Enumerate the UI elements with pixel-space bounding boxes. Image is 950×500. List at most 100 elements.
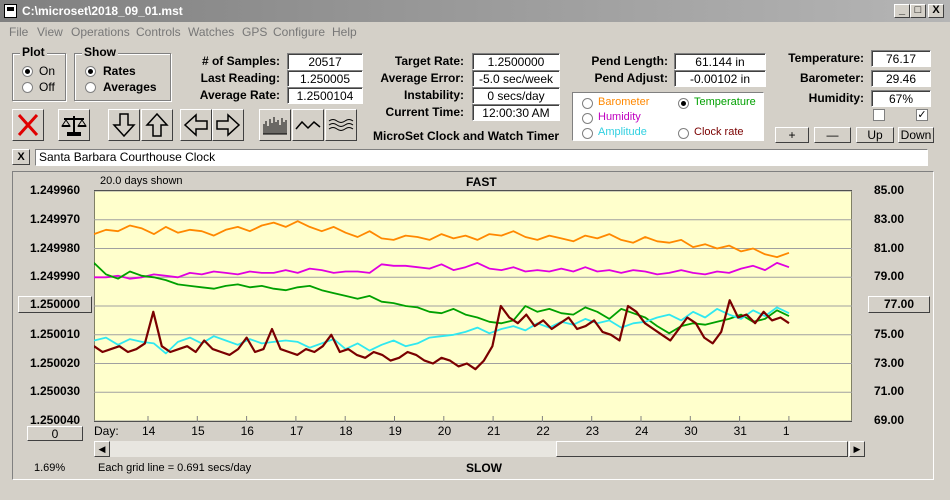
- right-scale-button[interactable]: 77.00: [868, 296, 930, 313]
- barometer-label: Barometer:: [799, 71, 864, 85]
- x-tick-label: 22: [536, 424, 550, 438]
- amplitude-radio[interactable]: [582, 128, 593, 139]
- last-reading-label: Last Reading:: [200, 71, 280, 85]
- x-tick-label: 21: [487, 424, 501, 438]
- scroll-left-button[interactable]: [180, 109, 212, 141]
- show-rates-radio[interactable]: [85, 66, 96, 77]
- clock-name-field[interactable]: Santa Barbara Courthouse Clock: [35, 149, 928, 166]
- right-checkbox[interactable]: ✓: [916, 109, 928, 121]
- series-selector: Barometer Temperature Humidity Amplitude…: [572, 92, 764, 141]
- amplitude-series-line: [94, 306, 790, 355]
- plot-off-label: Off: [39, 80, 55, 94]
- plot-on-radio[interactable]: [22, 66, 33, 77]
- x-tick-label: 14: [142, 424, 156, 438]
- window-title: C:\microset\2018_09_01.mst: [22, 4, 183, 18]
- left-checkbox[interactable]: [873, 109, 885, 121]
- rate-chart: [94, 190, 852, 422]
- average-rate-label: Average Rate:: [199, 88, 280, 102]
- current-time-label: Current Time:: [385, 105, 464, 119]
- x-tick-label: 15: [191, 424, 205, 438]
- x-tick-label: 17: [289, 424, 304, 438]
- instability-field: 0 secs/day: [472, 87, 560, 104]
- x-tick-label: 24: [635, 424, 649, 438]
- menu-gps[interactable]: GPS: [242, 25, 268, 39]
- menu-watches[interactable]: Watches: [188, 25, 235, 39]
- scroll-thumb[interactable]: [556, 441, 848, 457]
- menu-help[interactable]: Help: [332, 25, 357, 39]
- left-scale-button[interactable]: 1.250000: [18, 296, 92, 313]
- show-averages-label: Averages: [103, 80, 157, 94]
- clockrate-radio[interactable]: [678, 128, 689, 139]
- plot-group-label: Plot: [20, 45, 47, 59]
- x-tick-label: 31: [733, 424, 747, 438]
- scroll-up-button[interactable]: [141, 109, 173, 141]
- scroll-right-button[interactable]: [212, 109, 244, 141]
- scroll-right-arrow[interactable]: ▶: [849, 441, 865, 457]
- scroll-down-button[interactable]: [108, 109, 140, 141]
- y-left-tick-label: 1.250020: [30, 355, 81, 370]
- amplitude-option-label: Amplitude: [598, 126, 647, 138]
- show-group-label: Show: [82, 45, 118, 59]
- target-rate-field[interactable]: 1.2500000: [472, 53, 560, 70]
- close-window-button[interactable]: X: [928, 4, 944, 18]
- menu-file[interactable]: File: [9, 25, 29, 39]
- app-icon[interactable]: [4, 4, 17, 18]
- pend-length-field[interactable]: 61.144 in: [674, 53, 766, 70]
- calibrate-button[interactable]: [58, 109, 90, 141]
- plot-off-radio[interactable]: [22, 82, 33, 93]
- wave-icon: [295, 120, 321, 130]
- left-arrow-icon: [183, 113, 208, 137]
- y-right-tick-label: 83.00: [874, 211, 905, 226]
- down-button[interactable]: Down: [898, 127, 934, 143]
- show-averages-radio[interactable]: [85, 82, 96, 93]
- clockrate-option-label: Clock rate: [694, 126, 744, 138]
- chart-frame: [12, 171, 934, 480]
- humidity-radio[interactable]: [582, 113, 593, 124]
- temperature-field: 76.17: [871, 50, 931, 67]
- up-button[interactable]: Up: [856, 127, 894, 143]
- x-tick-label: 30: [684, 424, 698, 438]
- menu-operations[interactable]: Operations: [71, 25, 130, 39]
- time-scrollbar[interactable]: ◀ ▶: [94, 441, 865, 457]
- pend-length-label: Pend Length:: [591, 54, 668, 68]
- humidity-label: Humidity:: [808, 91, 864, 105]
- day-axis-label: Day:: [94, 424, 119, 438]
- line-view-button[interactable]: [292, 109, 324, 141]
- barometer-radio[interactable]: [582, 98, 593, 109]
- bars-view-button[interactable]: [259, 109, 291, 141]
- zoom-out-button[interactable]: —: [814, 127, 851, 143]
- y-left-tick-label: 1.249970: [30, 211, 81, 226]
- down-arrow-icon: [112, 113, 136, 138]
- y-left-tick-label: 1.249980: [30, 240, 81, 255]
- grid-info-label: Each grid line = 0.691 secs/day: [98, 462, 252, 474]
- filter-view-button[interactable]: [325, 109, 357, 141]
- samples-label: # of Samples:: [201, 54, 280, 68]
- temperature-series-line: [94, 262, 790, 335]
- scroll-left-arrow[interactable]: ◀: [94, 441, 110, 457]
- menu-configure[interactable]: Configure: [273, 25, 326, 39]
- x-icon: [17, 113, 39, 137]
- y-right-tick-label: 79.00: [874, 269, 905, 284]
- x-tick-label: 18: [339, 424, 353, 438]
- target-rate-label: Target Rate:: [394, 54, 464, 68]
- humidity-option-label: Humidity: [598, 111, 641, 123]
- y-right-tick-label: 71.00: [874, 384, 905, 399]
- menu-view[interactable]: View: [37, 25, 63, 39]
- menu-controls[interactable]: Controls: [136, 25, 181, 39]
- maximize-button[interactable]: □: [910, 4, 926, 18]
- minimize-button[interactable]: _: [894, 4, 910, 18]
- y-right-tick-label: 73.00: [874, 355, 905, 370]
- x-tick-label: 23: [585, 424, 600, 438]
- temperature-radio[interactable]: [678, 98, 689, 109]
- zoom-in-button[interactable]: +: [775, 127, 809, 143]
- zero-button[interactable]: 0: [27, 426, 83, 441]
- days-shown-label: 20.0 days shown: [100, 175, 183, 187]
- x-tick-label: 1: [782, 424, 790, 438]
- right-arrow-icon: [216, 113, 241, 137]
- app-name: MicroSet Clock and Watch Timer: [373, 129, 560, 143]
- clear-name-button[interactable]: X: [12, 149, 30, 165]
- slow-label: SLOW: [466, 461, 502, 475]
- y-left-tick-label: 1.249990: [30, 269, 81, 284]
- pend-adjust-field: -0.00102 in: [674, 70, 766, 87]
- stop-button[interactable]: [12, 109, 44, 141]
